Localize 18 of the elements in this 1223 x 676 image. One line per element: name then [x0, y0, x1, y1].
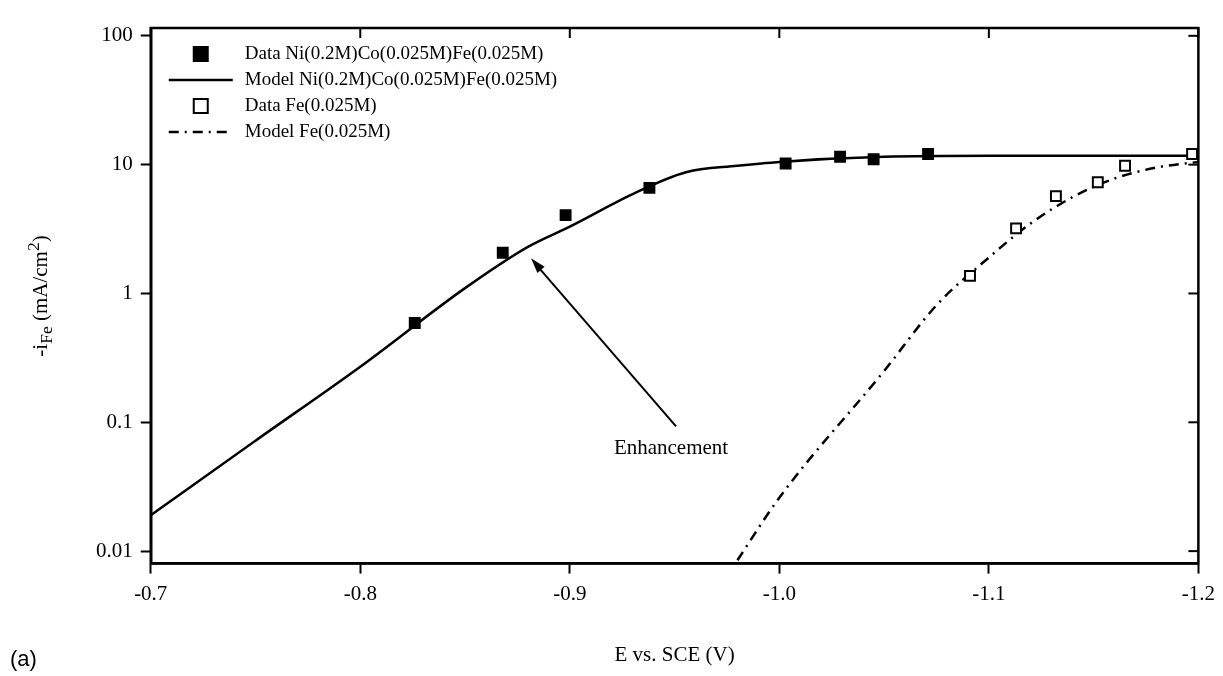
legend-label: Model Fe(0.025M): [244, 119, 391, 142]
legend-label: Data Fe(0.025M): [244, 93, 377, 116]
y-tick-label: 10: [111, 151, 133, 176]
legend-label: Model Ni(0.2M)Co(0.025M)Fe(0.025M): [244, 67, 558, 90]
y-tick-label: 100: [101, 22, 133, 47]
annotation: Enhancement: [613, 434, 729, 459]
legend-label: Data Ni(0.2M)Co(0.025M)Fe(0.025M): [244, 41, 544, 64]
x-axis-title: E vs. SCE (V): [614, 641, 735, 666]
y-tick-label: 0.1: [106, 408, 133, 433]
x-tick-label: -1.2: [1181, 580, 1215, 605]
y-tick-label: 1: [122, 279, 133, 304]
x-tick-label: -1.0: [762, 580, 796, 605]
x-tick-label: -0.8: [343, 580, 377, 605]
x-tick-label: -0.7: [134, 580, 168, 605]
text: (a): [10, 646, 37, 671]
x-tick-label: -0.9: [553, 580, 587, 605]
x-tick-label: -1.1: [972, 580, 1006, 605]
y-tick-label: 0.01: [96, 537, 133, 562]
